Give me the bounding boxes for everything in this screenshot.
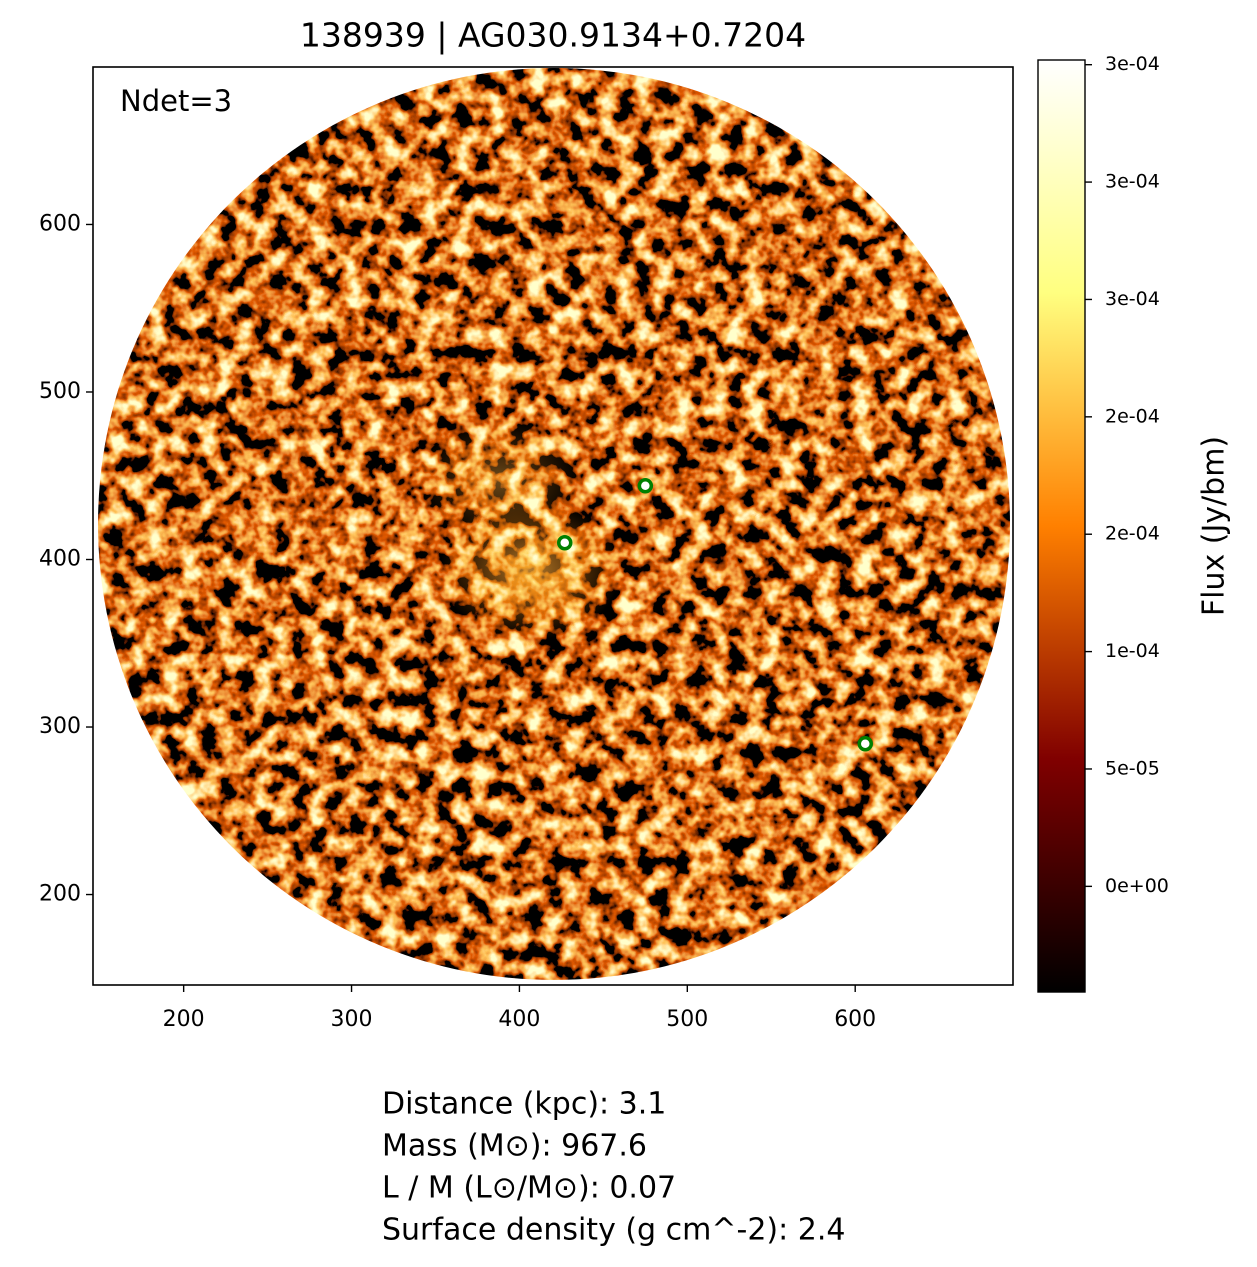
colorbar-tick-label: 0e+00 [1105,875,1169,897]
x-tick-label: 500 [666,1007,708,1032]
y-tick-label: 400 [39,547,81,572]
detection [557,535,573,551]
x-tick-label: 400 [498,1007,540,1032]
colorbar-label: Flux (Jy/bm) [1197,436,1232,616]
y-tick-label: 600 [39,211,81,236]
colorbar-tick-label: 3e-04 [1105,288,1160,310]
detection [637,478,654,494]
x-tick-label: 200 [163,1007,205,1032]
plot-frame [92,66,1014,986]
info-line: L / M (L⊙/M⊙): 0.07 [382,1171,676,1206]
y-tick-label: 200 [39,882,81,907]
x-tick-label: 300 [331,1007,373,1032]
info-block: Distance (kpc): 3.1 Mass (M⊙): 967.6 L / M… [382,1087,845,1248]
x-tick-label: 600 [834,1007,876,1032]
colorbar [1037,59,1086,993]
colorbar-tick-label: 3e-04 [1105,171,1160,193]
colorbar-tick-label: 1e-04 [1105,640,1160,662]
flux-map [98,68,1010,980]
info-line: Distance (kpc): 3.1 [382,1087,666,1122]
chart-title: 138939 | AG030.9134+0.7204 [300,16,806,55]
annotation: Ndet=3 [120,84,232,118]
colorbar-tick-label: 5e-05 [1105,757,1160,779]
colorbar-tick-label: 3e-04 [1105,53,1160,75]
detection [857,736,874,752]
colorbar-tick-label: 2e-04 [1105,405,1160,427]
y-tick-label: 300 [39,714,81,739]
info-line: Surface density (g cm^-2): 2.4 [382,1213,845,1248]
bright-region [420,420,580,540]
info-line: Mass (M⊙): 967.6 [382,1129,647,1164]
colorbar-tick-label: 2e-04 [1105,523,1160,545]
y-tick-label: 500 [39,379,81,404]
